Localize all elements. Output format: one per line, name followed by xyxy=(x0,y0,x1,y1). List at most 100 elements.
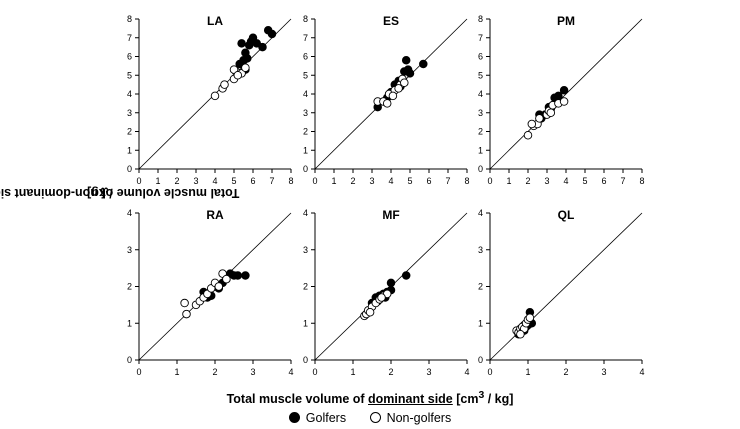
golfers-point xyxy=(419,59,428,69)
y-tick-label: 1 xyxy=(127,318,132,328)
x-tick-label: 8 xyxy=(288,176,293,186)
golfers-point xyxy=(403,65,413,74)
x-tick-label: 7 xyxy=(269,176,274,186)
x-tick-label: 2 xyxy=(174,176,179,186)
nongolfers-point xyxy=(559,97,569,106)
x-tick-label: 4 xyxy=(563,176,568,186)
y-tick-label: 2 xyxy=(478,127,483,137)
y-tick-label: 7 xyxy=(127,33,132,43)
golfers-point xyxy=(559,85,569,95)
panel-es: 00 1 1 2 2 3 3 4 4 5 5 6 6 7 7 8 8 ES xyxy=(303,14,470,186)
x-tick-label: 8 xyxy=(639,176,644,186)
nongolfers-point xyxy=(365,307,375,317)
panel-ra: 00 1 1 2 2 3 3 4 4 RA xyxy=(127,208,294,377)
nongolfers-point xyxy=(222,274,231,284)
x-tick-label: 5 xyxy=(582,176,587,186)
y-tick-label: 1 xyxy=(303,145,308,155)
nongolfers-point xyxy=(546,108,556,117)
y-tick-label: 5 xyxy=(303,70,308,80)
x-tick-label: 1 xyxy=(174,367,179,377)
nongolfers-point xyxy=(394,84,403,93)
x-tick-label: 3 xyxy=(250,367,255,377)
nongolfers-point xyxy=(382,99,392,108)
y-tick-label: 4 xyxy=(127,208,132,218)
y-tick-label: 4 xyxy=(478,89,483,99)
x-tick-label: 8 xyxy=(464,176,469,186)
x-tick-label: 3 xyxy=(193,176,198,186)
x-tick-label: 6 xyxy=(601,176,606,186)
x-tick-label: 3 xyxy=(426,367,431,377)
y-tick-label: 4 xyxy=(127,89,132,99)
y-tick-label: 7 xyxy=(303,33,308,43)
y-tick-label: 7 xyxy=(478,33,483,43)
nongolfers-point xyxy=(388,91,398,101)
y-tick-label: 6 xyxy=(478,52,483,62)
y-tick-label: 2 xyxy=(127,127,132,137)
x-tick-label: 6 xyxy=(426,176,431,186)
y-tick-label: 2 xyxy=(303,282,308,292)
golfers-point xyxy=(233,271,243,280)
legend: Golfers Non-golfers xyxy=(0,411,740,425)
y-tick-label: 0 xyxy=(303,355,308,365)
y-tick-label: 2 xyxy=(127,282,132,292)
nongolfers-point xyxy=(241,63,250,73)
x-tick-label: 2 xyxy=(212,367,217,377)
y-tick-label: 6 xyxy=(127,52,132,62)
golfers-point xyxy=(401,271,411,280)
x-tick-label: 5 xyxy=(407,176,412,186)
nongolfers-point xyxy=(525,313,535,322)
x-tick-label: 2 xyxy=(350,176,355,186)
y-tick-label: 8 xyxy=(478,14,483,24)
nongolfers-point xyxy=(220,80,229,89)
legend-item-golfers: Golfers xyxy=(288,411,346,425)
y-tick-label: 0 xyxy=(127,164,132,174)
golfers-point xyxy=(252,39,262,48)
nongolfers-point xyxy=(214,282,224,291)
y-tick-label: 3 xyxy=(478,245,483,255)
golfers-marker-icon xyxy=(288,412,300,423)
x-tick-label: 7 xyxy=(445,176,450,186)
golfers-point xyxy=(241,271,250,280)
x-tick-label: 2 xyxy=(388,367,393,377)
y-tick-label: 3 xyxy=(303,245,308,255)
x-tick-label: 1 xyxy=(350,367,355,377)
x-tick-label: 4 xyxy=(388,176,393,186)
x-tick-label: 0 xyxy=(312,176,317,186)
x-tick-label: 3 xyxy=(601,367,606,377)
x-tick-label: 2 xyxy=(563,367,568,377)
panel-title-pm: PM xyxy=(557,14,575,28)
y-tick-label: 4 xyxy=(303,89,308,99)
y-tick-label: 0 xyxy=(478,355,483,365)
nongolfers-point xyxy=(377,293,386,302)
y-tick-label: 4 xyxy=(478,208,483,218)
x-tick-label: 1 xyxy=(525,367,530,377)
y-tick-label: 3 xyxy=(478,108,483,118)
y-tick-label: 1 xyxy=(303,318,308,328)
golfers-point xyxy=(386,278,396,288)
x-tick-label: 4 xyxy=(288,367,293,377)
x-tick-label: 4 xyxy=(212,176,217,186)
x-tick-label: 1 xyxy=(331,176,336,186)
nongolfers-point xyxy=(523,130,533,140)
panel-ql: 00 1 1 2 2 3 3 4 4 QL xyxy=(478,208,645,377)
y-tick-label: 3 xyxy=(127,245,132,255)
panel-la: 00 1 1 2 2 3 3 4 4 5 5 6 6 7 7 8 8 LA xyxy=(127,14,294,186)
x-axis-label: Total muscle volume of dominant side [cm… xyxy=(226,390,514,407)
panel-title-ql: QL xyxy=(558,208,575,222)
x-tick-label: 0 xyxy=(136,367,141,377)
nongolfers-point xyxy=(516,330,525,339)
x-tick-label: 0 xyxy=(312,367,317,377)
identity-line xyxy=(489,212,643,361)
y-tick-label: 8 xyxy=(127,14,132,24)
y-tick-label: 1 xyxy=(478,318,483,328)
y-tick-label: 2 xyxy=(303,127,308,137)
x-tick-label: 0 xyxy=(487,176,492,186)
panel-mf: 00 1 1 2 2 3 3 4 4 MF xyxy=(303,208,470,377)
x-tick-label: 4 xyxy=(639,367,644,377)
golfers-point xyxy=(267,29,277,39)
x-tick-label: 0 xyxy=(487,367,492,377)
y-tick-label: 2 xyxy=(478,282,483,292)
golfers-point xyxy=(401,56,411,65)
nongolfers-point xyxy=(233,70,243,80)
